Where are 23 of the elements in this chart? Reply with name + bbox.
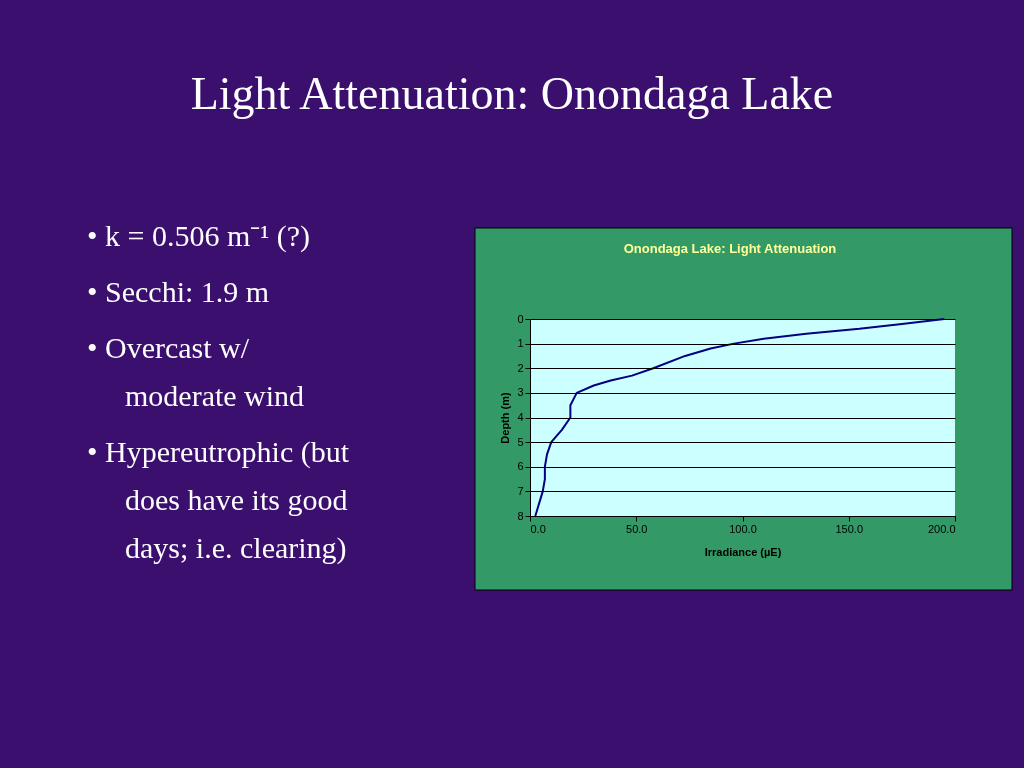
- y-tick-label: 7: [517, 484, 524, 497]
- x-tick-label: 200.0: [927, 522, 956, 535]
- y-tick-label: 1: [517, 337, 524, 350]
- line-series: [534, 318, 946, 517]
- x-tick-label: 100.0: [729, 522, 757, 535]
- text: • k = 0.506 m⁻¹ (?): [87, 219, 311, 253]
- x-tick-label: 0.0: [530, 522, 546, 535]
- chart-subtitle: Onondaga Lake: Light Attenuation: [623, 241, 837, 256]
- x-tick-label: 150.0: [835, 522, 864, 535]
- text: • Secchi: 1.9 m: [87, 275, 270, 308]
- y-tick-label: 0: [517, 312, 524, 325]
- text: • Hypereutrophic (but does have its good days; i.e. clearing): [87, 435, 350, 565]
- chart-title: Light Attenuation: Onondaga Lake: [190, 68, 834, 119]
- x-tick-label: 50.0: [626, 522, 648, 535]
- y-tick-label: 8: [517, 509, 524, 522]
- y-tick-label: 4: [517, 411, 524, 423]
- y-axis-title: Depth (m): [499, 392, 512, 444]
- y-tick-label: 6: [517, 460, 524, 473]
- y-tick-label: 2: [517, 361, 524, 374]
- y-tick-label: 3: [517, 386, 524, 399]
- y-tick-label: 5: [517, 435, 524, 448]
- text: • Overcast w/ moderate wind: [87, 331, 305, 412]
- x-axis-title: Irradiance (µE): [704, 545, 782, 558]
